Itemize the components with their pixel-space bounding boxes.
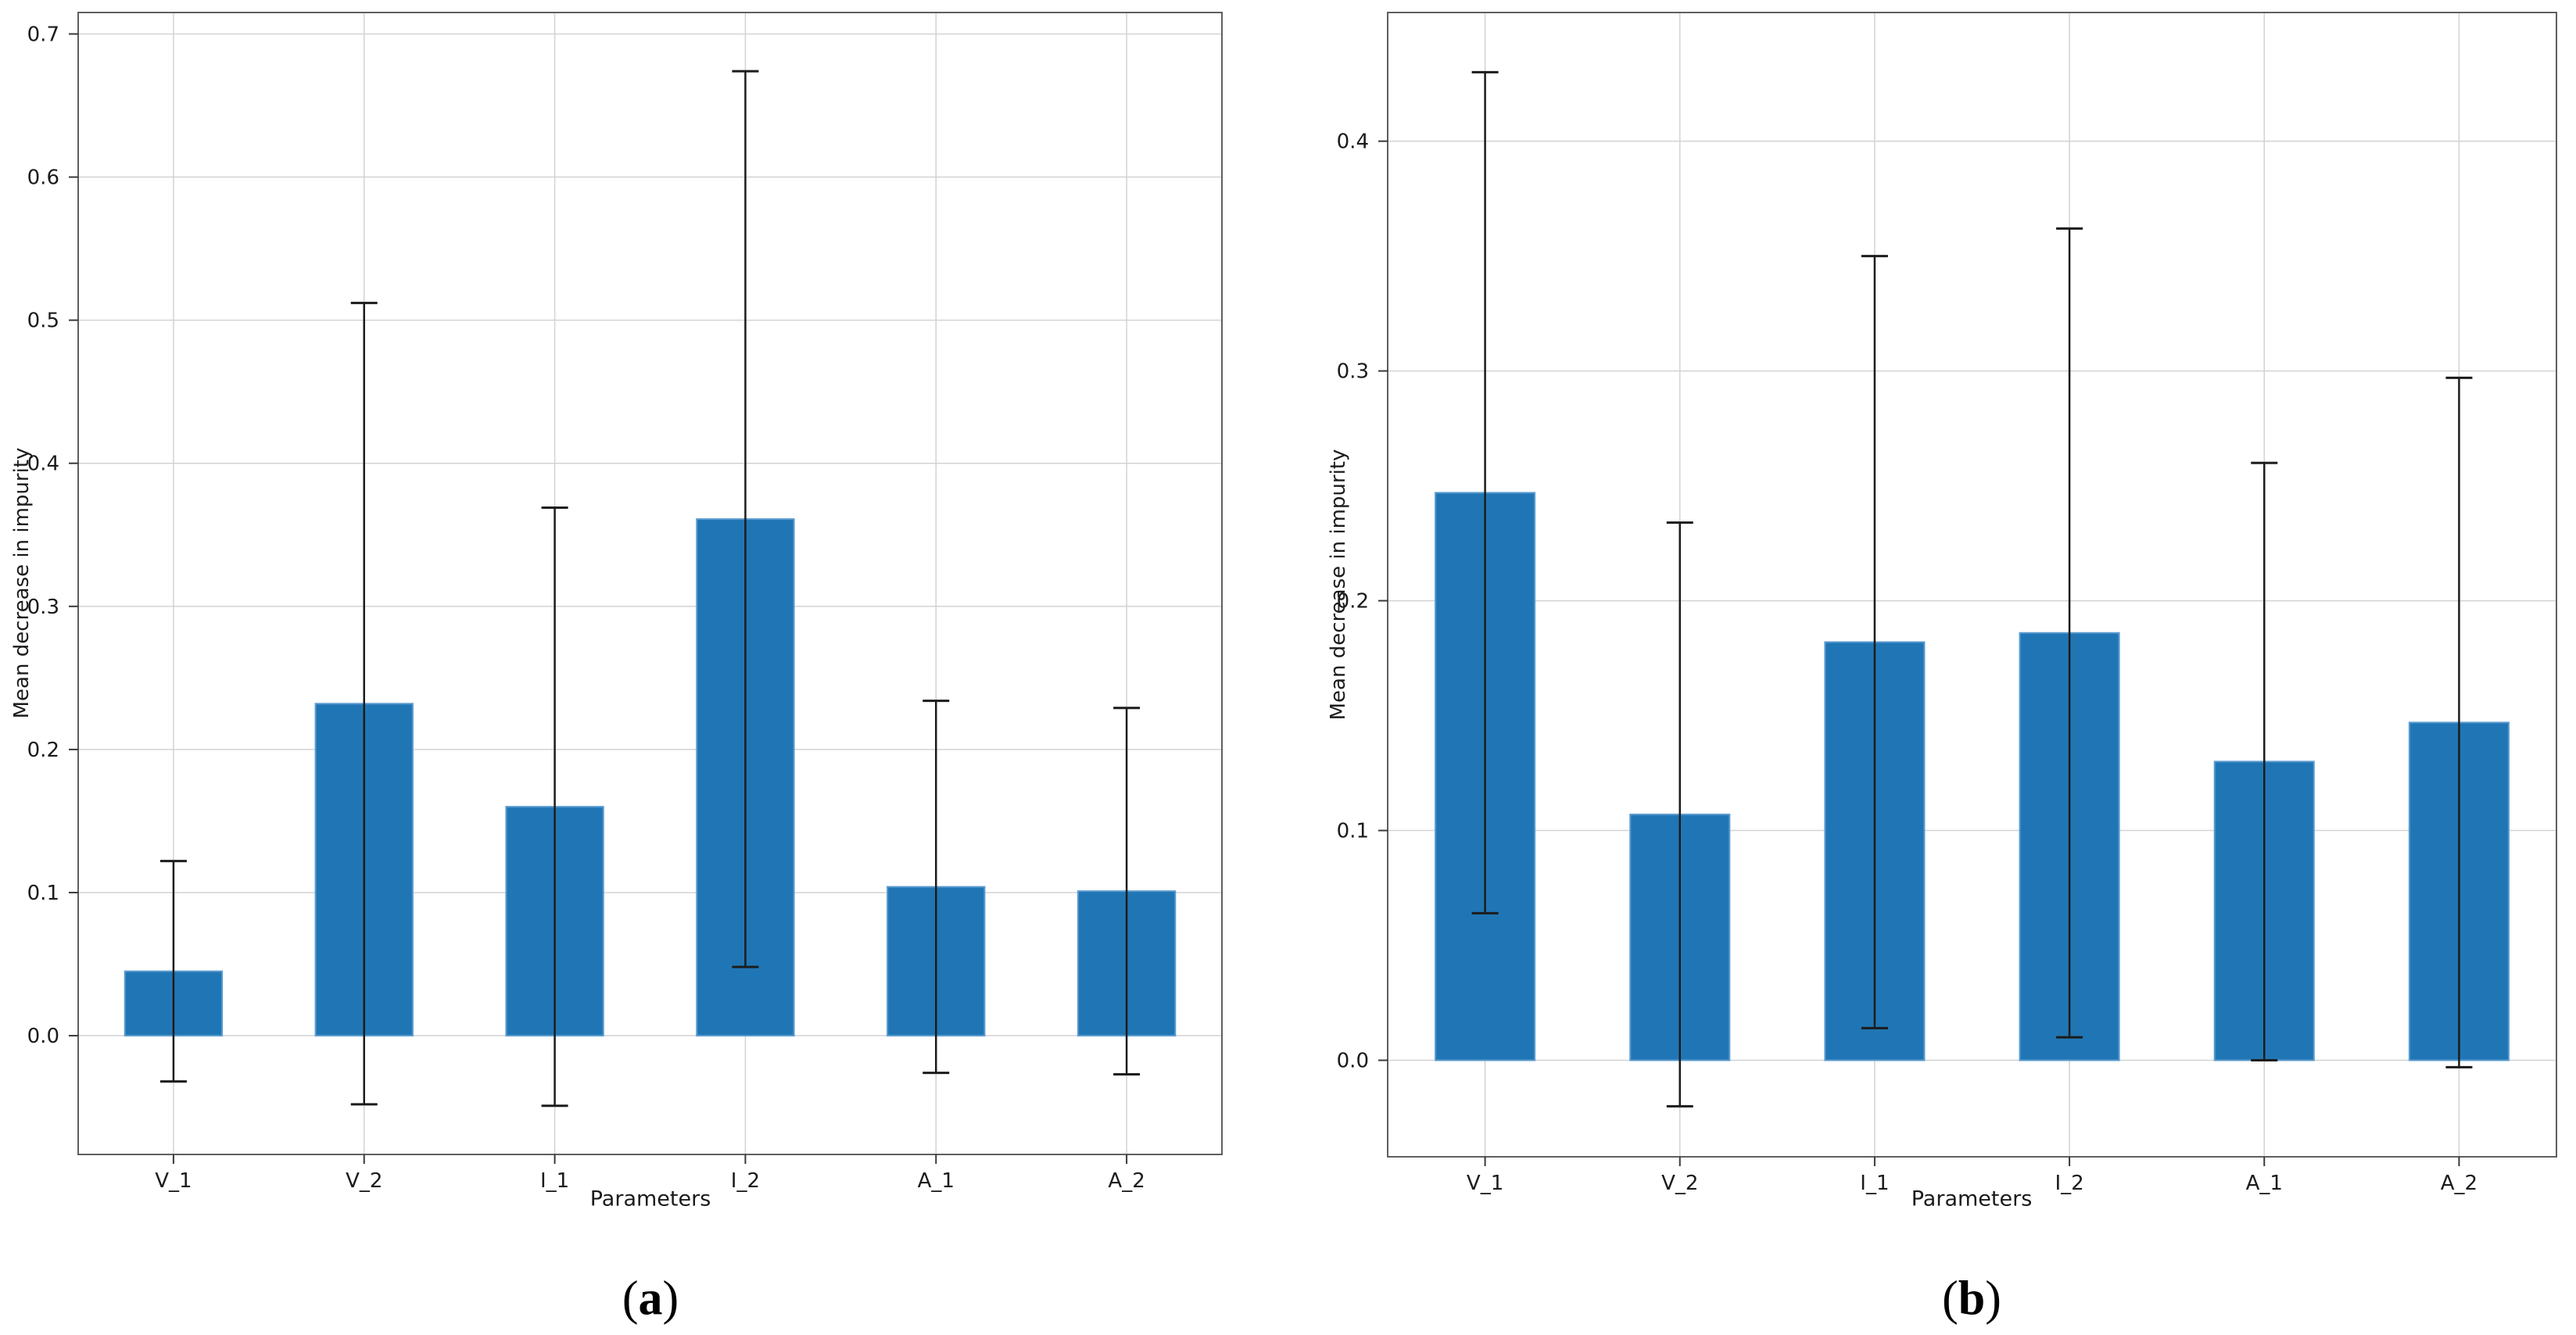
x-tick-label: A_1 — [2246, 1172, 2283, 1195]
y-tick-label: 0.0 — [1337, 1050, 1369, 1073]
y-tick-label: 0.4 — [27, 453, 59, 476]
caption-a-close-paren: ) — [662, 1272, 679, 1326]
y-tick-label: 0.0 — [27, 1025, 59, 1048]
x-tick-label: V_2 — [346, 1169, 382, 1193]
caption-b: (b) — [1942, 1272, 2001, 1327]
x-tick-label: I_2 — [2055, 1172, 2083, 1195]
y-tick-label: 0.6 — [27, 166, 59, 190]
x-tick-label: V_1 — [1467, 1172, 1503, 1195]
y-tick-label: 0.4 — [1337, 131, 1369, 154]
x-tick-label: V_1 — [155, 1169, 192, 1193]
y-tick-label: 0.3 — [27, 596, 59, 619]
x-axis-label-a: Parameters — [589, 1186, 711, 1212]
axes-spines — [77, 12, 1223, 1155]
caption-b-close-paren: ) — [1985, 1272, 2001, 1326]
x-tick-label: V_2 — [1661, 1172, 1698, 1195]
x-tick-label: A_2 — [2441, 1172, 2477, 1195]
axes-spines — [1387, 12, 2557, 1158]
y-axis-label-a: Mean decrease in impurity — [10, 447, 34, 719]
x-tick-label: A_2 — [1108, 1169, 1145, 1193]
y-tick-label: 0.1 — [1337, 820, 1369, 843]
caption-a-open-paren: ( — [622, 1272, 639, 1326]
caption-a-letter: a — [638, 1272, 663, 1326]
caption-b-letter: b — [1958, 1272, 1986, 1326]
y-tick-label: 0.3 — [1337, 360, 1369, 384]
y-tick-label: 0.7 — [27, 23, 59, 46]
y-tick-label: 0.2 — [1337, 590, 1369, 614]
y-tick-label: 0.1 — [27, 882, 59, 905]
caption-a: (a) — [622, 1272, 679, 1327]
x-tick-label: I_1 — [1860, 1172, 1889, 1195]
x-tick-label: I_2 — [731, 1169, 760, 1193]
x-axis-label-b: Parameters — [1911, 1186, 2033, 1212]
y-tick-label: 0.2 — [27, 739, 59, 762]
x-tick-label: I_1 — [540, 1169, 569, 1193]
x-tick-label: A_1 — [918, 1169, 955, 1193]
y-tick-label: 0.5 — [27, 310, 59, 333]
y-axis-label-b: Mean decrease in impurity — [1327, 449, 1350, 721]
caption-b-open-paren: ( — [1942, 1272, 1958, 1326]
